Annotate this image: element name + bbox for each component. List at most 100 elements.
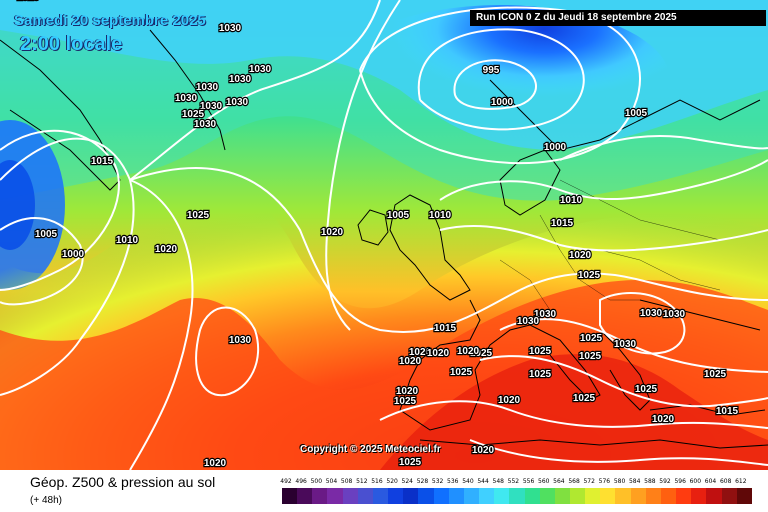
color-scale-swatch: [645, 488, 661, 504]
pressure-label: 1010: [429, 210, 452, 221]
weather-map: 1025 1030 1030 1030 1030 1030 1030 1025 …: [0, 0, 768, 470]
pressure-label: 1030: [249, 64, 272, 75]
color-scale-swatch: [539, 488, 555, 504]
pressure-label: 1020: [321, 227, 344, 238]
pressure-label: 1025: [573, 393, 596, 404]
pressure-label: 1015: [434, 323, 457, 334]
pressure-label: 1020: [427, 348, 450, 359]
color-scale-tick-label: 600: [689, 478, 702, 485]
color-scale-tick-label: 516: [371, 478, 383, 485]
color-scale-ticks: 492 496 500 504 508 512 516 520 524 528 532 536 540 5…: [280, 478, 752, 488]
color-scale-swatch: [282, 488, 298, 504]
color-scale-tick-label: 524: [401, 478, 413, 485]
color-scale-swatch: [494, 488, 510, 504]
pressure-label: 995: [483, 65, 500, 76]
color-scale-tick-label: 500: [310, 478, 323, 485]
pressure-label: 1025: [529, 346, 552, 357]
pressure-label: 1020: [498, 395, 521, 406]
pressure-label: 1020: [652, 414, 675, 425]
pressure-label: 1005: [625, 108, 648, 119]
forecast-local-time: 2:00 locale: [20, 33, 123, 55]
pressure-label: 1025: [578, 270, 601, 281]
model-run-label: Run ICON 0 Z du Jeudi 18 septembre 2025: [470, 10, 766, 26]
color-scale-swatch: [418, 488, 434, 504]
pressure-label: 1025: [394, 396, 417, 407]
color-scale-swatch: [721, 488, 737, 504]
pressure-labels: 1025 1030 1030 1030 1030 1030 1030 1025 …: [16, 0, 740, 470]
color-scale-tick-label: 520: [386, 478, 398, 485]
pressure-label: 1010: [560, 195, 583, 206]
pressure-label: 1030: [229, 335, 252, 346]
color-scale-swatch: [342, 488, 358, 504]
color-scale-swatches: [282, 488, 752, 504]
pressure-label: 1025: [579, 351, 602, 362]
color-scale-swatch: [691, 488, 707, 504]
pressure-label: 1030: [534, 309, 557, 320]
pressure-label: 1025: [17, 0, 40, 3]
pressure-label: 1020: [155, 244, 178, 255]
color-scale-swatch: [600, 488, 616, 504]
z500-trough-north: [330, 5, 670, 155]
color-scale-tick-label: 508: [340, 478, 353, 485]
pressure-label: 1030: [229, 74, 252, 85]
color-scale-tick-label: 612: [735, 478, 747, 485]
color-scale-swatch: [630, 488, 646, 504]
color-scale-swatch: [509, 488, 525, 504]
color-scale-tick-label: 576: [598, 478, 611, 485]
pressure-label: 1000: [491, 97, 514, 108]
color-scale-swatch: [297, 488, 313, 504]
color-scale-swatch: [676, 488, 692, 504]
color-scale-tick-label: 540: [462, 478, 474, 485]
pressure-label: 1005: [387, 210, 410, 221]
pressure-label: 1015: [91, 156, 114, 167]
pressure-label: 1025: [450, 367, 473, 378]
color-scale-swatch: [463, 488, 480, 504]
color-scale-swatch: [357, 488, 373, 504]
pressure-label: 1025: [580, 333, 603, 344]
pressure-label: 1025: [182, 109, 205, 120]
pressure-label: 1005: [35, 229, 58, 240]
legend-bar: Géop. Z500 & pression au sol (+ 48h) 492…: [0, 470, 768, 512]
pressure-label: 1030: [226, 97, 249, 108]
color-scale-swatch: [433, 488, 449, 504]
color-scale-tick-label: 556: [522, 478, 535, 485]
pressure-label: 1000: [62, 249, 85, 260]
pressure-label: 1020: [396, 386, 419, 397]
pressure-label: 1030: [663, 309, 686, 320]
color-scale-tick-label: 596: [674, 478, 686, 485]
color-scale-swatch: [327, 488, 343, 504]
pressure-label: 1020: [569, 250, 592, 261]
forecast-date: Samedi 20 septembre 2025: [14, 12, 206, 29]
color-scale-swatch: [660, 488, 677, 504]
color-scale-tick-label: 608: [719, 478, 732, 485]
pressure-label: 1025: [470, 348, 493, 359]
pressure-label: 1025: [529, 369, 552, 380]
pressure-label: 1025: [635, 384, 658, 395]
color-scale-tick-label: 560: [538, 478, 550, 485]
pressure-label: 1030: [614, 339, 637, 350]
pressure-label: 1015: [551, 218, 574, 229]
color-scale-tick-label: 552: [507, 478, 520, 485]
color-scale-swatch: [479, 488, 495, 504]
pressure-label: 1030: [640, 308, 663, 319]
legend-subtitle: (+ 48h): [30, 495, 62, 506]
copyright-notice: Copyright © 2025 Meteociel.fr: [300, 444, 441, 455]
color-scale-swatch: [615, 488, 631, 504]
pressure-label: 1000: [544, 142, 567, 153]
pressure-label: 1020: [457, 346, 480, 357]
pressure-label: 1020: [204, 458, 227, 469]
color-scale-tick-label: 584: [628, 478, 641, 485]
pressure-label: 1030: [196, 82, 219, 93]
borders: [499, 179, 721, 311]
color-scale-tick-label: 512: [356, 478, 368, 485]
color-scale-swatch: [388, 488, 404, 504]
color-scale-tick-label: 528: [416, 478, 429, 485]
pressure-label: 1015: [716, 406, 739, 417]
color-scale-swatch: [736, 488, 752, 504]
color-scale-swatch: [448, 488, 464, 504]
z500-trough-west-core: [0, 160, 35, 250]
pressure-label: 1025: [399, 457, 422, 468]
pressure-label: 1030: [175, 93, 198, 104]
pressure-label: 1025: [704, 369, 727, 380]
pressure-label: 1025: [187, 210, 210, 221]
